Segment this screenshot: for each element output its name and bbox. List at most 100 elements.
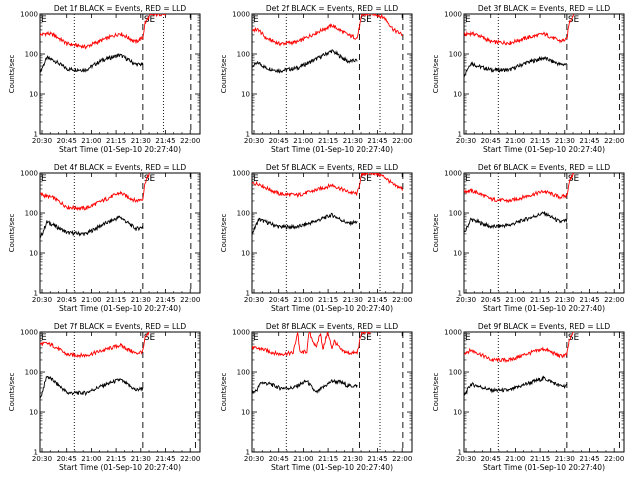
flag-e: E xyxy=(253,15,259,25)
detector-panel-3: Det 3f BLACK = Events, RED = LLD 1 10 100 10… xyxy=(432,4,625,154)
markers xyxy=(73,332,196,452)
series-group xyxy=(252,14,404,74)
x-tick-label: 21:45 xyxy=(579,455,599,463)
flag-se: SE xyxy=(360,333,372,343)
x-tick-label: 20:45 xyxy=(57,455,77,463)
y-tick-label: 100 xyxy=(25,369,38,377)
x-tick-label: 21:15 xyxy=(318,137,338,145)
x-tick-label: 21:45 xyxy=(579,296,599,304)
y-axis-label: Counts/sec xyxy=(432,55,440,94)
x-tick-label: 22:00 xyxy=(392,137,412,145)
flag-se: SE xyxy=(568,15,580,25)
x-tick-label: 20:45 xyxy=(269,296,289,304)
flag-e: E xyxy=(465,174,471,184)
markers xyxy=(285,173,404,293)
x-tick-label: 20:45 xyxy=(57,296,77,304)
y-tick-label: 1 xyxy=(34,290,38,298)
x-tick-label: 21:15 xyxy=(530,137,550,145)
markers xyxy=(497,332,620,452)
y-tick-label: 1 xyxy=(246,290,250,298)
x-tick-label: 21:00 xyxy=(505,296,525,304)
x-axis-label: Start Time (01-Sep-10 20:27:40) xyxy=(59,145,181,154)
lld-series-line xyxy=(464,332,574,364)
y-tick-label: 1000 xyxy=(232,11,250,19)
x-tick-label: 21:00 xyxy=(81,296,101,304)
y-axis-label: Counts/sec xyxy=(8,55,16,94)
y-axis-label: Counts/sec xyxy=(432,373,440,412)
markers xyxy=(497,14,620,134)
y-tick-label: 1000 xyxy=(20,329,38,337)
events-series-line xyxy=(252,49,358,74)
y-tick-label: 100 xyxy=(237,369,250,377)
series-group xyxy=(40,14,166,75)
events-series-line xyxy=(40,53,144,75)
plot-frame xyxy=(39,13,201,135)
x-tick-label: 20:30 xyxy=(456,296,476,304)
markers xyxy=(285,332,404,452)
y-tick-label: 10 xyxy=(241,91,250,99)
x-tick-label: 22:00 xyxy=(180,296,200,304)
flag-e: E xyxy=(465,333,471,343)
x-axis-label: Start Time (01-Sep-10 20:27:40) xyxy=(271,463,393,472)
markers xyxy=(73,14,192,134)
flag-se: SE xyxy=(144,15,156,25)
y-tick-label: 1 xyxy=(246,131,250,139)
y-tick-label: 1 xyxy=(458,290,462,298)
plot-frame xyxy=(39,172,201,294)
y-tick-label: 1000 xyxy=(444,329,462,337)
x-tick-label: 21:45 xyxy=(367,296,387,304)
markers xyxy=(497,173,620,293)
events-series-line xyxy=(464,211,568,233)
x-tick-label: 20:30 xyxy=(456,137,476,145)
plot-frame xyxy=(39,331,201,453)
y-tick-label: 1 xyxy=(458,449,462,457)
x-axis-label: Start Time (01-Sep-10 20:27:40) xyxy=(483,145,605,154)
lld-series-line xyxy=(252,14,404,47)
y-axis-label: Counts/sec xyxy=(220,214,228,253)
x-tick-label: 21:45 xyxy=(367,455,387,463)
x-tick-label: 20:45 xyxy=(481,296,501,304)
y-axis-label: Counts/sec xyxy=(8,373,16,412)
flag-se: SE xyxy=(568,333,580,343)
x-tick-label: 21:45 xyxy=(579,137,599,145)
lld-series-line xyxy=(252,173,404,198)
y-tick-label: 10 xyxy=(453,250,462,258)
y-tick-label: 10 xyxy=(29,409,38,417)
panel-title: Det 4f BLACK = Events, RED = LLD xyxy=(54,163,187,172)
panel-title: Det 1f BLACK = Events, RED = LLD xyxy=(54,4,187,13)
y-axis-label: Counts/sec xyxy=(8,214,16,253)
plot-frame xyxy=(463,331,625,453)
y-tick-label: 1000 xyxy=(20,11,38,19)
lld-series-line xyxy=(40,173,150,212)
x-tick-label: 21:15 xyxy=(318,296,338,304)
y-tick-label: 1000 xyxy=(444,11,462,19)
y-tick-label: 1000 xyxy=(444,170,462,178)
x-tick-label: 21:15 xyxy=(106,296,126,304)
events-series-line xyxy=(40,375,144,399)
x-axis-label: Start Time (01-Sep-10 20:27:40) xyxy=(483,304,605,313)
series-group xyxy=(40,332,150,399)
flag-se: SE xyxy=(360,174,372,184)
x-tick-label: 20:30 xyxy=(244,296,264,304)
x-tick-label: 21:30 xyxy=(343,455,363,463)
series-group xyxy=(252,173,404,237)
x-tick-label: 21:15 xyxy=(106,137,126,145)
x-tick-label: 22:00 xyxy=(180,137,200,145)
events-series-line xyxy=(464,55,568,78)
x-tick-label: 20:45 xyxy=(481,455,501,463)
x-tick-label: 21:45 xyxy=(155,296,175,304)
y-tick-label: 1 xyxy=(34,449,38,457)
x-tick-label: 21:45 xyxy=(155,137,175,145)
x-tick-label: 22:00 xyxy=(604,296,624,304)
flag-se: SE xyxy=(144,174,156,184)
y-axis-label: Counts/sec xyxy=(220,373,228,412)
y-tick-label: 1 xyxy=(246,449,250,457)
detector-panel-9: Det 9f BLACK = Events, RED = LLD 1 10 100 10… xyxy=(432,322,625,472)
panel-title: Det 7f BLACK = Events, RED = LLD xyxy=(54,322,187,331)
panel-title: Det 5f BLACK = Events, RED = LLD xyxy=(266,163,399,172)
y-tick-label: 100 xyxy=(25,210,38,218)
x-tick-label: 21:15 xyxy=(530,455,550,463)
events-series-line xyxy=(252,378,358,395)
x-axis-label: Start Time (01-Sep-10 20:27:40) xyxy=(271,145,393,154)
